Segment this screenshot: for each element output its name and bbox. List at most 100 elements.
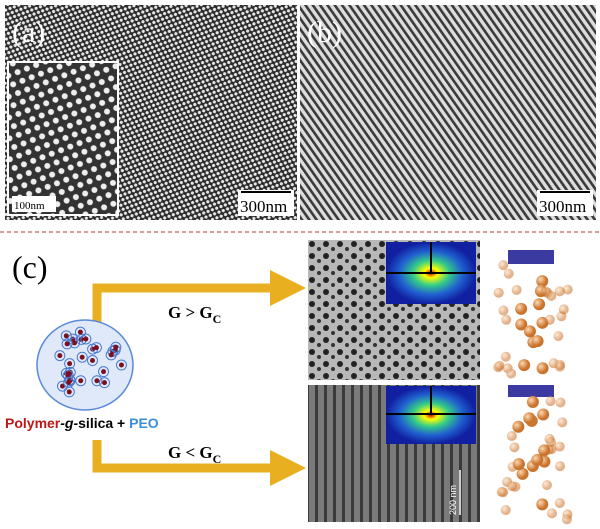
panel-a: (a) 100nm 300nm	[5, 5, 297, 220]
panel-label: (b)	[307, 16, 342, 49]
nanoparticle	[536, 498, 549, 511]
scale-text: 200 nm	[448, 485, 458, 515]
silica-core	[65, 373, 71, 379]
silica-core	[66, 379, 72, 385]
panel-c: (c) G > GC G < GC Polymer-g-silica + PEO…	[5, 240, 573, 525]
nanoparticle	[537, 408, 550, 421]
grafted-particle	[69, 337, 81, 349]
scale-box	[537, 190, 593, 216]
nanoparticle	[538, 444, 551, 457]
silica-core	[102, 380, 108, 386]
silica-core	[89, 358, 95, 364]
silica-core	[63, 333, 69, 339]
model-cap	[508, 385, 554, 397]
grafted-particle	[105, 349, 117, 361]
nanoparticle	[533, 298, 546, 311]
nanoparticle	[501, 314, 512, 325]
grafted-particle	[90, 342, 102, 354]
inset-image	[7, 61, 119, 216]
grafted-particle	[75, 375, 87, 387]
nanoparticle	[531, 453, 544, 466]
nanoparticle	[546, 437, 557, 448]
nanoparticle	[544, 314, 555, 325]
condition: G < GC	[168, 443, 221, 466]
nanoparticle	[545, 396, 556, 407]
grafted-particle	[115, 359, 127, 371]
grafted-particle	[60, 330, 72, 342]
silica-core	[118, 362, 124, 368]
nanoparticle	[509, 442, 520, 453]
nanoparticle	[562, 284, 573, 295]
silica-core	[64, 341, 70, 347]
silica-core	[113, 344, 119, 350]
nanoparticle	[518, 359, 531, 372]
grafted-particle	[64, 358, 76, 370]
grafted-particle	[99, 377, 111, 389]
condition-main: G < G	[168, 443, 213, 462]
g: -g-	[60, 415, 78, 431]
nanoparticle	[498, 305, 509, 316]
silica-core	[101, 369, 107, 375]
nanoparticle	[557, 417, 568, 428]
nanoparticle	[558, 304, 569, 315]
nanoparticle	[500, 505, 511, 516]
nanoparticle	[506, 431, 517, 442]
subscript: C	[213, 312, 222, 326]
material-label: Polymer-g-silica + PEO	[5, 415, 159, 431]
nanoparticle	[536, 362, 549, 375]
scale-box	[238, 190, 294, 216]
grafted-particle	[61, 338, 73, 350]
nanoparticle	[555, 461, 566, 472]
nanoparticle	[561, 514, 572, 525]
silica-core	[79, 354, 85, 360]
silica-core	[108, 352, 114, 358]
grafted-particle	[80, 333, 92, 345]
nanoparticle	[498, 487, 509, 498]
arrow	[92, 440, 306, 486]
panel-b: (b) 300nm	[300, 5, 596, 220]
nanoparticle	[554, 441, 565, 452]
silica-core	[78, 378, 84, 384]
nanoparticle	[503, 268, 514, 279]
condition: G > GC	[168, 303, 221, 326]
scale-text: 100nm	[14, 200, 45, 212]
nanoparticle	[494, 360, 505, 371]
grafted-particle	[86, 355, 98, 367]
particle-cluster	[36, 319, 134, 411]
grafted-particle	[91, 375, 103, 387]
grafted-particle	[57, 380, 69, 392]
nanoparticle	[493, 287, 504, 298]
model-cap	[508, 250, 554, 264]
grafted-particle	[76, 351, 88, 363]
silica-core	[94, 378, 100, 384]
silica: silica +	[78, 415, 129, 431]
nanoparticle	[507, 481, 518, 492]
silica-core	[78, 336, 84, 342]
silica-core	[77, 329, 83, 335]
nanoparticle	[531, 335, 544, 348]
nanoparticle	[498, 260, 509, 271]
silica-core	[57, 353, 63, 359]
nanoparticle	[542, 480, 553, 491]
nanoparticle	[500, 351, 511, 362]
3d-model	[493, 250, 573, 525]
nanoparticle	[515, 302, 528, 315]
nanoparticle	[512, 458, 525, 471]
scale-text: 300nm	[539, 197, 586, 216]
nanoparticle	[553, 331, 564, 342]
silica-core	[83, 336, 89, 342]
grafted-particle	[54, 350, 66, 362]
subscript: C	[213, 452, 222, 466]
scale-text: 300nm	[240, 197, 287, 216]
silica-core	[66, 389, 72, 395]
silica-core	[93, 345, 99, 351]
arrow	[92, 270, 306, 325]
nanoparticle	[523, 325, 536, 338]
nanoparticle	[506, 368, 517, 379]
nanoparticle	[516, 467, 529, 480]
condition-main: G > G	[168, 303, 213, 322]
nanoparticle	[526, 395, 539, 408]
silica-core	[60, 383, 66, 389]
nanoparticle	[512, 420, 525, 433]
